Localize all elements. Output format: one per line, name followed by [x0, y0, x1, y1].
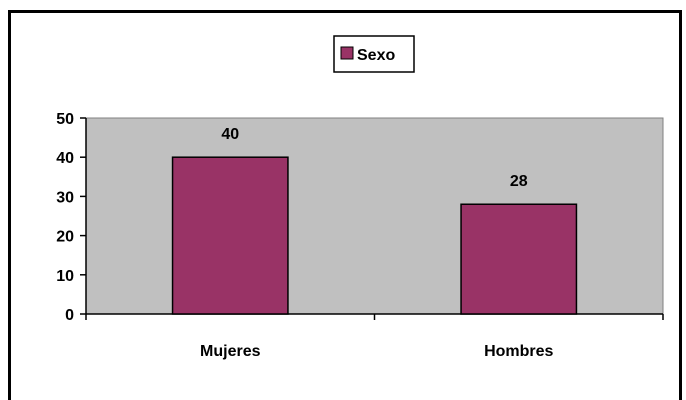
x-category-label: Hombres [484, 343, 553, 360]
legend-label: Sexo [357, 47, 395, 64]
data-label: 28 [510, 173, 528, 190]
y-tick-label: 0 [65, 307, 74, 324]
y-tick-label: 10 [56, 268, 74, 285]
y-tick-label: 50 [56, 111, 74, 128]
bar-hombres [460, 203, 578, 315]
labels: 40 Mujeres 28 Hombres [200, 126, 554, 360]
y-tick-label: 30 [56, 189, 74, 206]
legend-swatch [340, 46, 354, 60]
legend: Sexo [333, 35, 415, 73]
bar-mujeres [171, 156, 289, 315]
x-category-label: Mujeres [200, 343, 261, 360]
y-tick-label: 20 [56, 229, 74, 246]
y-tick-label: 40 [56, 150, 74, 167]
chart-frame [8, 10, 682, 400]
data-label: 40 [221, 126, 239, 143]
bars [171, 156, 578, 315]
